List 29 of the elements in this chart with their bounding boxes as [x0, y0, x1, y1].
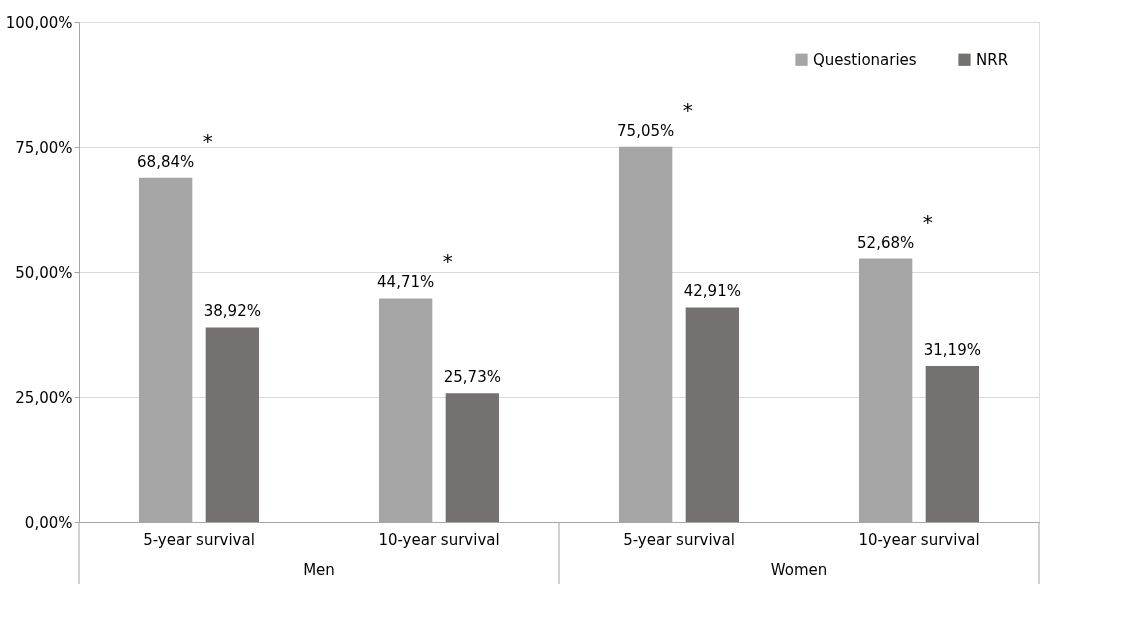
data-label: 31,19%	[923, 341, 981, 360]
data-label: 68,84%	[137, 152, 195, 171]
x-tick-label: 10-year survival	[858, 530, 980, 549]
annotation: *	[442, 249, 453, 274]
data-label: 42,91%	[683, 282, 741, 301]
data-label: 75,05%	[617, 121, 675, 140]
bar	[205, 327, 259, 522]
legend-label: Questionaries	[813, 50, 917, 69]
y-tick-label: 100,00%	[5, 13, 73, 32]
annotation: *	[202, 128, 213, 153]
text: Women	[770, 561, 828, 579]
y-tick-label: 50,00%	[15, 263, 73, 282]
bar	[925, 366, 979, 522]
x-tick-label: 5-year survival	[143, 530, 255, 549]
y-tick-label: 25,00%	[15, 388, 73, 407]
y-tick-label: 0,00%	[24, 513, 73, 532]
text: Men	[303, 561, 335, 579]
data-label: 52,68%	[857, 233, 915, 252]
data-label: 38,92%	[203, 302, 261, 321]
data-label: 25,73%	[443, 368, 501, 387]
x-tick-label: 5-year survival	[623, 530, 735, 549]
legend-label: NRR	[976, 50, 1009, 69]
bar	[685, 307, 739, 522]
annotation: *	[682, 97, 693, 122]
y-tick-label: 75,00%	[15, 138, 73, 157]
x-tick-label: 10-year survival	[378, 530, 500, 549]
annotation: *	[922, 209, 933, 234]
bar	[445, 393, 499, 522]
data-label: 44,71%	[377, 273, 435, 292]
